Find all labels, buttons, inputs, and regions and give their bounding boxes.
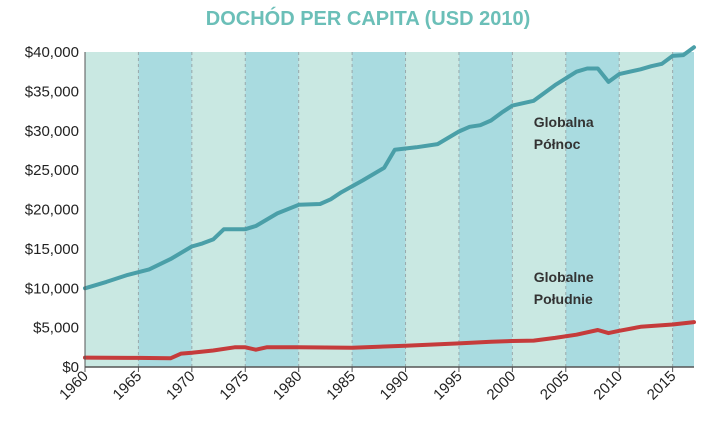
x-tick-label: 1995 [430, 368, 466, 404]
series-lines [83, 45, 696, 361]
x-tick-label: 1965 [110, 368, 146, 404]
background-band [298, 52, 353, 367]
x-tick-label: 2015 [644, 368, 680, 404]
background-band [191, 52, 246, 367]
background-band [138, 52, 192, 367]
y-tick-label: $35,000 [25, 83, 79, 100]
series-annotation-2: Globalne Południe [534, 269, 594, 307]
x-tick-label: 1985 [323, 368, 359, 404]
background-band [619, 52, 673, 367]
x-axis-ticks: 1960 1965 1970 1975 1980 1985 1990 1995 2000 2005… [56, 367, 679, 403]
y-axis-ticks: $0 $5,000 $10,000 $15,000 $20,000 $25,000 $30,… [25, 44, 79, 376]
annotation-line: Północ [534, 136, 581, 152]
x-tick-label: 1990 [377, 368, 413, 404]
annotation-line: Globalna [534, 114, 594, 130]
background-band [405, 52, 459, 367]
gridlines [137, 52, 674, 367]
y-tick-label: $0 [62, 359, 79, 376]
background-band [85, 52, 139, 367]
series-line-2 [83, 320, 696, 361]
y-tick-label: $30,000 [25, 123, 79, 140]
y-tick-label: $5,000 [33, 320, 79, 337]
x-tick-label: 2000 [484, 368, 520, 404]
y-tick-label: $40,000 [25, 44, 79, 61]
annotation-line: Południe [534, 291, 593, 307]
y-tick-label: $25,000 [25, 162, 79, 179]
series-annotation-1: Globalna Północ [534, 114, 594, 152]
background-band [352, 52, 406, 367]
x-tick-label: 1975 [216, 368, 252, 404]
annotations: Globalna Północ Globalne Południe [534, 114, 594, 307]
y-tick-label: $10,000 [25, 280, 79, 297]
background-band [672, 52, 694, 367]
chart-title: DOCHÓD PER CAPITA (USD 2010) [205, 8, 531, 30]
background-band [565, 52, 620, 367]
x-tick-label: 1970 [163, 368, 199, 404]
y-tick-label: $20,000 [25, 202, 79, 219]
background-bands [85, 52, 694, 367]
x-tick-label: 2005 [537, 368, 573, 404]
background-band [458, 52, 513, 367]
annotation-line: Globalne [534, 269, 594, 285]
y-tick-label: $15,000 [25, 241, 79, 258]
x-tick-label: 2010 [590, 368, 626, 404]
series-line-1 [83, 45, 696, 291]
x-tick-label: 1980 [270, 368, 306, 404]
